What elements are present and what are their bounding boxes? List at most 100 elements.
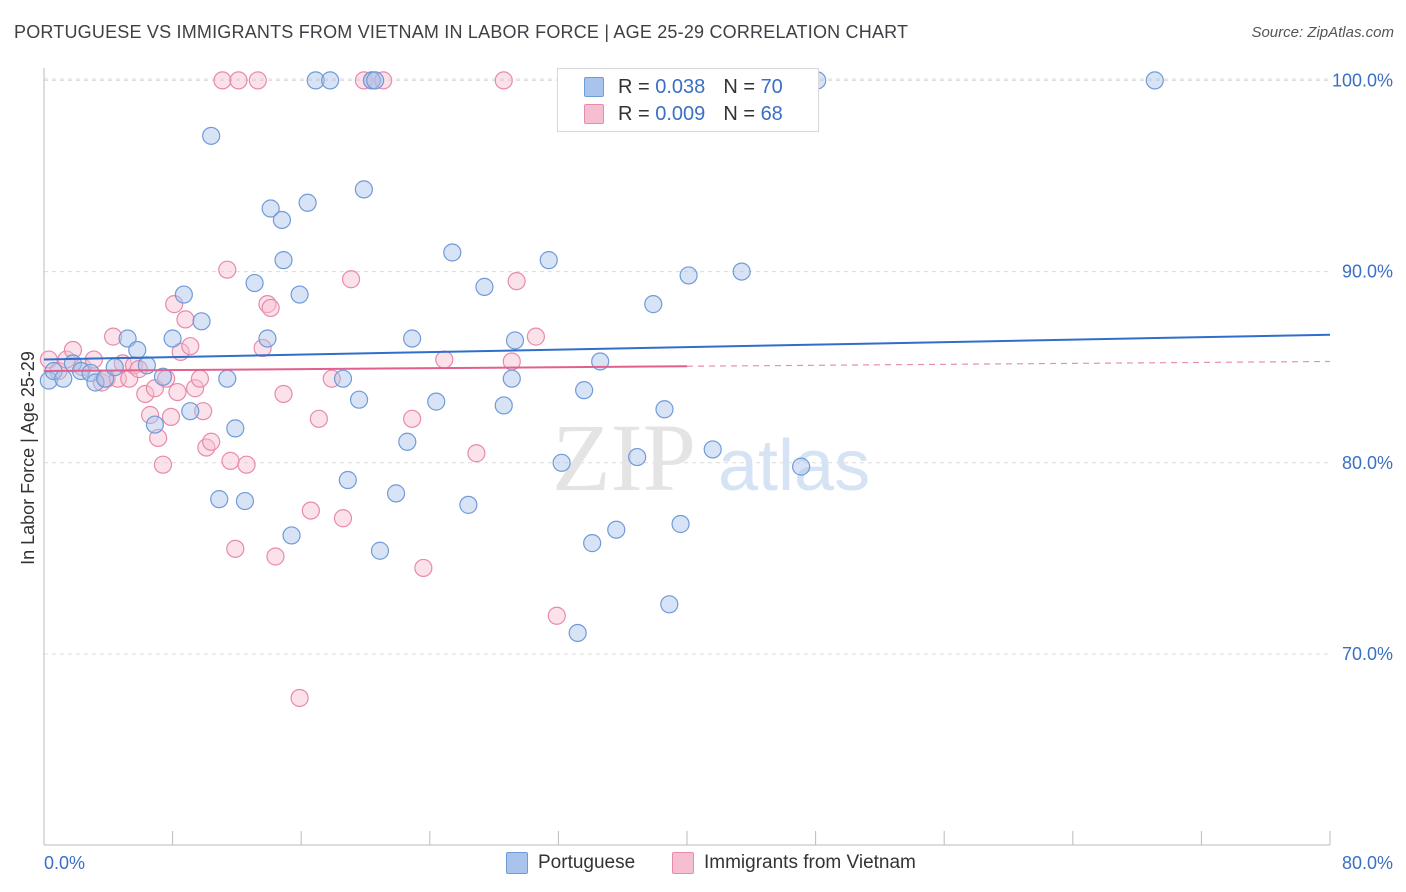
legend-r-value: 0.038 [655, 75, 706, 98]
legend-n-value: 68 [760, 102, 783, 125]
portuguese-point [218, 369, 237, 388]
watermark: ZIP atlas [552, 404, 870, 511]
portuguese-point [644, 295, 663, 314]
portuguese-point [298, 193, 317, 212]
portuguese-point [226, 419, 245, 438]
vietnam-point [237, 455, 256, 474]
vietnam-trend-line-dashed [686, 360, 1331, 367]
portuguese-point [459, 495, 478, 514]
vietnam-point [507, 272, 526, 291]
portuguese-point [732, 262, 751, 281]
legend-r-label: R = [618, 102, 650, 125]
chart-source: Source: ZipAtlas.com [1251, 24, 1394, 41]
vietnam-point [161, 407, 181, 427]
portuguese-point [591, 352, 610, 371]
portuguese-point [192, 312, 211, 331]
vietnam-point [165, 295, 184, 314]
legend-row-portuguese: R = 0.038 N = 70 [558, 73, 783, 101]
vietnam-point [266, 547, 285, 566]
portuguese-point [338, 470, 357, 490]
series-vietnam-points [39, 71, 566, 708]
x-tick-label-min: 0.0% [44, 853, 85, 873]
legend-row-vietnam: R = 0.009 N = 68 [558, 100, 783, 128]
portuguese-point [660, 595, 679, 614]
portuguese-point [607, 520, 626, 539]
portuguese-point [366, 71, 385, 90]
portuguese-point [552, 453, 571, 472]
portuguese-point [583, 534, 602, 553]
portuguese-point [272, 210, 292, 230]
portuguese-point [494, 396, 513, 415]
vietnam-point [221, 451, 240, 470]
legend-r-value: 0.009 [655, 102, 706, 125]
bottom-legend-vietnam: Immigrants from Vietnam [672, 852, 916, 874]
chart-title: PORTUGUESE VS IMMIGRANTS FROM VIETNAM IN… [14, 22, 909, 42]
legend-swatch-blue [584, 77, 604, 97]
portuguese-point [568, 623, 587, 643]
portuguese-point [792, 457, 811, 476]
vietnam-trend-line [43, 365, 688, 373]
portuguese-point [282, 526, 301, 545]
vietnam-point [403, 409, 422, 428]
portuguese-point [502, 369, 521, 388]
vietnam-point [526, 327, 545, 346]
portuguese-point [679, 266, 698, 285]
legend-swatch-pink [584, 104, 604, 124]
portuguese-point [86, 373, 105, 392]
portuguese-point [306, 71, 325, 90]
bottom-legend-label: Immigrants from Vietnam [704, 852, 916, 873]
vietnam-point [168, 382, 187, 402]
portuguese-point [703, 440, 722, 459]
portuguese-point [354, 180, 373, 199]
portuguese-point [163, 329, 182, 348]
portuguese-point [245, 273, 264, 293]
legend-r-label: R = [618, 75, 650, 98]
vietnam-point [226, 539, 245, 558]
portuguese-point [54, 369, 73, 388]
portuguese-point [333, 369, 353, 388]
y-tick-label: 70.0% [1342, 644, 1393, 664]
portuguese-point [274, 251, 293, 270]
vietnam-point [194, 402, 213, 421]
portuguese-point [145, 415, 165, 434]
portuguese-point [539, 251, 558, 270]
portuguese-point [261, 199, 280, 218]
y-tick-label: 90.0% [1342, 262, 1393, 282]
portuguese-point [398, 432, 417, 451]
vietnam-point [261, 298, 280, 318]
vietnam-point [253, 338, 272, 358]
vietnam-point [248, 71, 267, 90]
y-tick-label: 80.0% [1342, 453, 1393, 473]
portuguese-point [202, 126, 221, 145]
vietnam-point [467, 444, 486, 463]
vietnam-point [136, 384, 155, 404]
portuguese-point [575, 381, 594, 400]
portuguese-point [210, 490, 229, 509]
bottom-legend-swatch-pink [672, 852, 694, 874]
portuguese-point [370, 541, 390, 560]
portuguese-point [505, 331, 525, 350]
axes [43, 68, 1331, 846]
x-tick-label-max: 80.0% [1342, 853, 1393, 873]
watermark-zip: ZIP [552, 404, 696, 511]
portuguese-point [128, 340, 147, 360]
vietnam-point [494, 71, 513, 90]
trend-lines [43, 333, 1331, 373]
vietnam-point [435, 350, 454, 369]
portuguese-point [628, 447, 647, 467]
vietnam-point [202, 432, 221, 451]
portuguese-point [475, 277, 494, 296]
y-tick-label: 100.0% [1332, 70, 1393, 90]
vietnam-point [218, 260, 237, 279]
portuguese-point [349, 390, 369, 409]
vietnam-point [309, 409, 328, 428]
vietnam-point [140, 405, 160, 425]
legend-n-label: N = [723, 75, 755, 98]
portuguese-point [1145, 71, 1164, 90]
portuguese-point [403, 329, 422, 348]
vietnam-point [153, 455, 173, 474]
portuguese-point [181, 402, 200, 421]
vietnam-point [197, 438, 216, 457]
portuguese-point [443, 243, 462, 262]
